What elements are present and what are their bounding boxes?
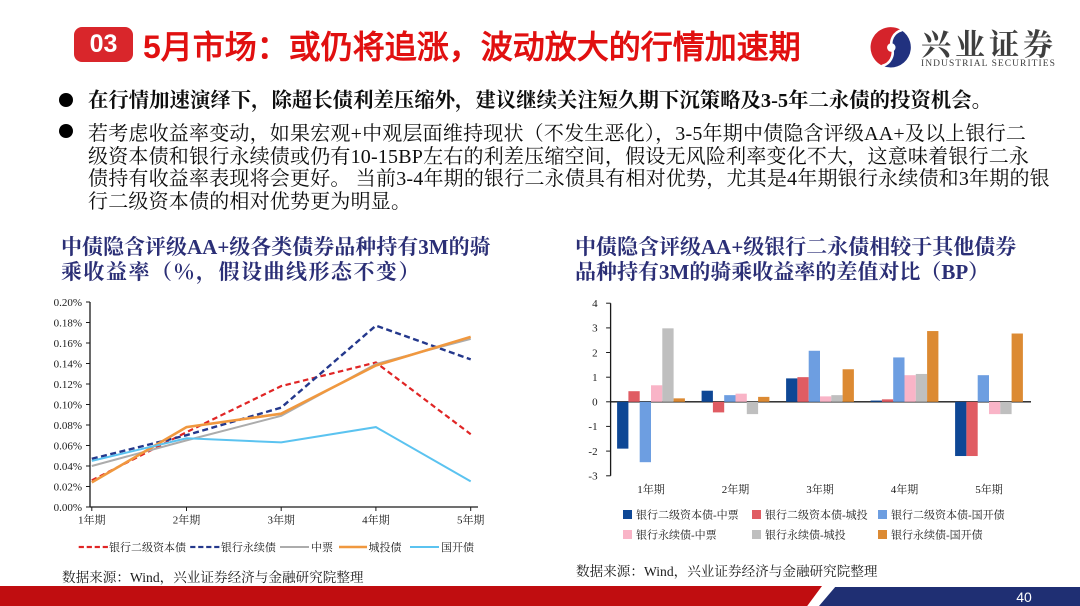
- svg-text:0.00%: 0.00%: [54, 502, 82, 514]
- svg-text:中票: 中票: [311, 540, 333, 554]
- svg-text:5年期: 5年期: [975, 482, 1003, 496]
- svg-text:银行永续债: 银行永续债: [221, 540, 276, 554]
- svg-text:银行永续债-城投: 银行永续债-城投: [765, 528, 846, 542]
- svg-text:银行二级资本债-国开债: 银行二级资本债-国开债: [891, 508, 1005, 522]
- svg-text:银行二级资本债-城投: 银行二级资本债-城投: [765, 508, 868, 522]
- svg-text:0.12%: 0.12%: [54, 379, 82, 391]
- svg-text:3: 3: [592, 323, 598, 335]
- svg-text:3年期: 3年期: [267, 513, 295, 527]
- svg-text:0.06%: 0.06%: [54, 440, 82, 452]
- svg-text:2年期: 2年期: [173, 513, 201, 527]
- svg-text:1年期: 1年期: [78, 513, 106, 527]
- svg-text:4年期: 4年期: [891, 482, 919, 496]
- svg-text:银行永续债-中票: 银行永续债-中票: [636, 528, 717, 542]
- svg-text:0: 0: [592, 397, 598, 409]
- svg-text:3年期: 3年期: [806, 482, 834, 496]
- svg-text:国开债: 国开债: [441, 540, 474, 554]
- svg-text:0.16%: 0.16%: [54, 338, 82, 350]
- svg-text:1: 1: [592, 372, 598, 384]
- svg-text:0.14%: 0.14%: [54, 358, 82, 370]
- svg-text:银行二级资本债: 银行二级资本债: [109, 540, 186, 554]
- svg-text:0.10%: 0.10%: [54, 399, 82, 411]
- svg-text:-2: -2: [588, 446, 597, 458]
- svg-text:4: 4: [592, 298, 598, 310]
- svg-text:银行二级资本债-中票: 银行二级资本债-中票: [636, 508, 739, 522]
- svg-text:2: 2: [592, 347, 598, 359]
- svg-text:城投债: 城投债: [369, 540, 402, 554]
- svg-text:0.18%: 0.18%: [54, 317, 82, 329]
- svg-text:-1: -1: [588, 421, 597, 433]
- svg-text:0.02%: 0.02%: [54, 481, 82, 493]
- svg-text:5年期: 5年期: [457, 513, 485, 527]
- svg-text:-3: -3: [588, 471, 598, 483]
- svg-text:0.20%: 0.20%: [54, 297, 82, 309]
- svg-text:2年期: 2年期: [722, 482, 750, 496]
- svg-text:0.08%: 0.08%: [54, 420, 82, 432]
- svg-text:4年期: 4年期: [362, 513, 390, 527]
- svg-text:1年期: 1年期: [637, 482, 665, 496]
- svg-text:银行永续债-国开债: 银行永续债-国开债: [891, 528, 983, 542]
- svg-text:0.04%: 0.04%: [54, 461, 82, 473]
